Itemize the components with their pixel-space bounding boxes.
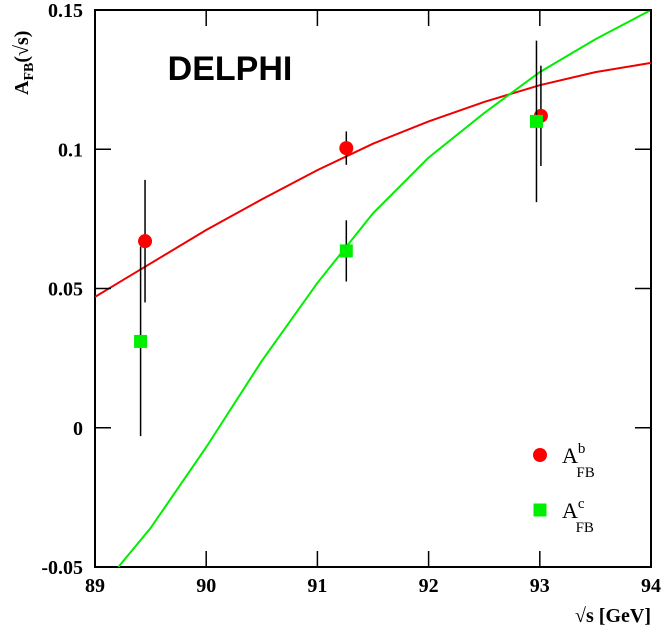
legend-label: Ac FB — [562, 496, 594, 536]
data-point — [138, 234, 153, 249]
x-tick-label: 90 — [196, 575, 216, 597]
y-tick-label: 0 — [73, 418, 83, 440]
y-tick-label: 0.1 — [58, 139, 83, 161]
legend-marker — [533, 448, 547, 462]
x-tick-label: 89 — [85, 575, 105, 597]
y-label-sub: FB — [22, 63, 37, 81]
legend-label: Ab FB — [562, 441, 595, 481]
curves — [95, 10, 651, 567]
legend-sup: c — [578, 496, 585, 512]
x-tick-label: 94 — [641, 575, 661, 597]
y-axis-label: AFB(√s) — [11, 31, 37, 95]
legend-sub: FB — [576, 465, 594, 481]
y-label-rest: (√s) — [11, 31, 33, 63]
fit-curve — [117, 10, 651, 567]
legend-marker — [533, 503, 547, 517]
plot-frame — [94, 9, 652, 568]
data-point — [529, 114, 543, 128]
x-tick-label: 92 — [419, 575, 439, 597]
x-tick-label: 93 — [530, 575, 550, 597]
y-tick-label: 0.15 — [48, 0, 83, 22]
legend-name: A — [562, 498, 578, 523]
data-point — [339, 244, 353, 258]
y-tick-label: -0.05 — [41, 557, 83, 579]
legend-sup: b — [578, 441, 586, 457]
y-label-main: A — [11, 80, 33, 95]
y-tick-label: 0.05 — [48, 279, 83, 301]
data-point — [339, 141, 354, 156]
x-axis-label: √s [GeV] — [575, 605, 651, 627]
fit-curve — [95, 61, 651, 298]
legend-sub: FB — [576, 520, 594, 536]
x-tick-label: 91 — [307, 575, 327, 597]
annotation: DELPHI — [168, 50, 293, 88]
data-point — [134, 334, 148, 348]
legend-name: A — [562, 443, 578, 468]
